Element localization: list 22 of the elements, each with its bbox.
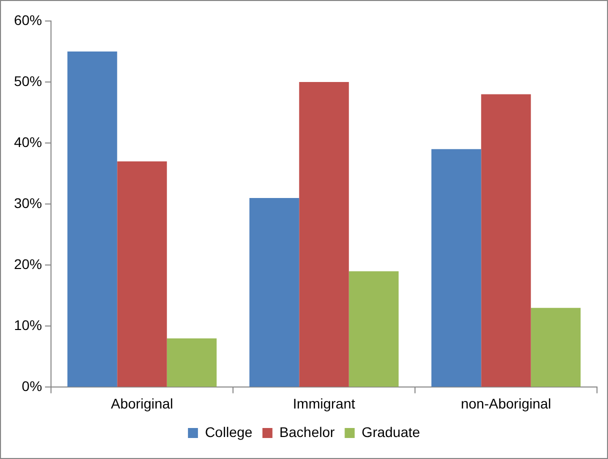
bar bbox=[67, 52, 118, 387]
x-tick-label: Immigrant bbox=[292, 395, 356, 412]
bar bbox=[530, 308, 581, 387]
bar bbox=[166, 338, 217, 387]
y-tick-label: 40% bbox=[14, 134, 42, 150]
y-tick-label: 0% bbox=[22, 378, 42, 394]
bar bbox=[117, 161, 167, 387]
y-tick-label: 60% bbox=[14, 12, 42, 28]
bar bbox=[431, 149, 482, 387]
y-tick-label: 30% bbox=[14, 194, 42, 211]
legend-label: Bachelor bbox=[279, 424, 336, 440]
legend-label: College bbox=[204, 424, 253, 440]
x-tick-label: non-Aboriginal bbox=[460, 395, 552, 412]
x-tick-label: Aboriginal bbox=[110, 395, 174, 412]
legend-label: Graduate bbox=[362, 424, 420, 440]
bar bbox=[348, 271, 399, 387]
y-tick-label: 20% bbox=[14, 256, 42, 272]
y-tick-label: 10% bbox=[14, 317, 42, 334]
bar bbox=[481, 94, 531, 387]
y-tick-label: 50% bbox=[14, 72, 42, 89]
bar bbox=[299, 82, 349, 387]
bar bbox=[249, 198, 300, 387]
